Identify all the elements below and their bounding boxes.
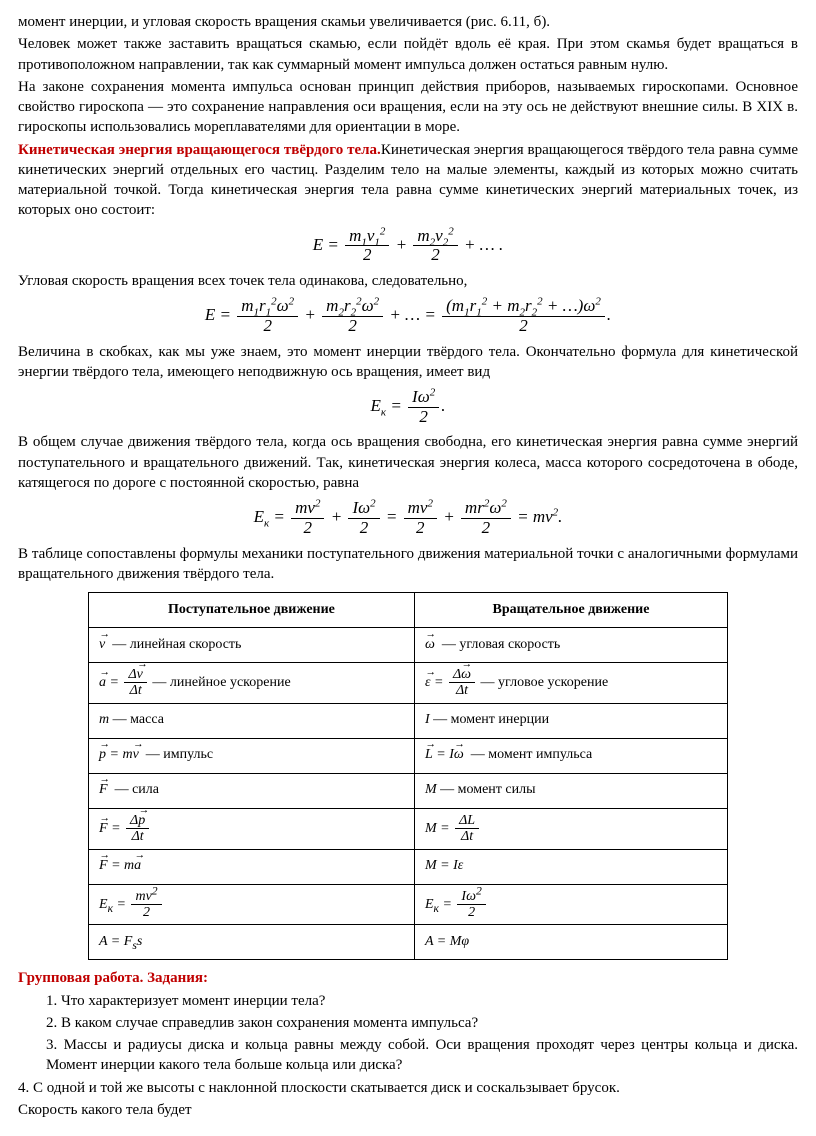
cell-text: — угловое ускорение <box>477 675 608 690</box>
table-row: a = ΔvΔt — линейное ускорение ε = ΔωΔt —… <box>89 663 728 704</box>
formula-kinetic-rotation: Eк = Iω22. <box>18 388 798 426</box>
table-header-row: Поступательное движение Вращательное дви… <box>89 593 728 628</box>
table-row: F = ΔpΔt M = ΔLΔt <box>89 808 728 849</box>
cell-text: — импульс <box>142 747 213 762</box>
cell-text: — момент импульса <box>467 747 592 762</box>
table-row: m — масса I — момент инерции <box>89 703 728 738</box>
question-2: 2. В каком случае справедлив закон сохра… <box>46 1013 798 1033</box>
cell-text: — сила <box>111 782 159 797</box>
cell-text: — линейная скорость <box>109 637 242 652</box>
cell-text: — линейное ускорение <box>149 675 291 690</box>
formula-kinetic-omega: E = m1r12ω22 + m2r22ω22 + … = (m1r12 + m… <box>18 297 798 335</box>
formula-kinetic-wheel: Eк = mv22 + Iω22 = mv22 + mr2ω22 = mv2. <box>18 499 798 537</box>
table-row: v — линейная скорость ω — угловая скорос… <box>89 628 728 663</box>
question-4b: Скорость какого тела будет <box>18 1100 798 1120</box>
table-row: Eк = mv22 Eк = Iω22 <box>89 884 728 925</box>
table-row: F — сила M — момент силы <box>89 773 728 808</box>
paragraph-6: Величина в скобках, как мы уже знаем, эт… <box>18 342 798 383</box>
cell-text: — момент силы <box>437 782 536 797</box>
cell-text: — момент инерции <box>430 712 549 727</box>
table-row: F = ma M = Iε <box>89 849 728 884</box>
heading-kinetic: Кинетическая энергия вращающегося твёрдо… <box>18 142 381 158</box>
question-4a: 4. С одной и той же высоты с наклонной п… <box>18 1078 798 1098</box>
formula-kinetic-sum: E = m1v122 + m2v222 + … . <box>18 227 798 265</box>
table-header-left: Поступательное движение <box>89 593 415 628</box>
question-1: 1. Что характеризует момент инерции тела… <box>46 991 798 1011</box>
paragraph-kinetic: Кинетическая энергия вращающегося твёрдо… <box>18 140 798 221</box>
table-row: p = mv — импульс L = Iω — момент импульс… <box>89 738 728 773</box>
questions-block: 1. Что характеризует момент инерции тела… <box>46 991 798 1076</box>
table-header-right: Вращательное движение <box>414 593 727 628</box>
cell-text: — масса <box>109 712 164 727</box>
cell-text: — угловая скорость <box>438 637 560 652</box>
paragraph-7: В общем случае движения твёрдого тела, к… <box>18 432 798 493</box>
paragraph-1: момент инерции, и угловая скорость враще… <box>18 12 798 32</box>
question-3: 3. Массы и радиусы диска и кольца равны … <box>46 1035 798 1076</box>
paragraph-2: Человек может также заставить вращаться … <box>18 34 798 75</box>
paragraph-3: На законе сохранения момента импульса ос… <box>18 77 798 138</box>
comparison-table: Поступательное движение Вращательное дви… <box>88 592 728 960</box>
heading-group-work: Групповая работа. Задания: <box>18 970 208 986</box>
table-row: A = Fss A = Mφ <box>89 925 728 960</box>
paragraph-5: Угловая скорость вращения всех точек тел… <box>18 271 798 291</box>
paragraph-8: В таблице сопоставлены формулы механики … <box>18 544 798 585</box>
